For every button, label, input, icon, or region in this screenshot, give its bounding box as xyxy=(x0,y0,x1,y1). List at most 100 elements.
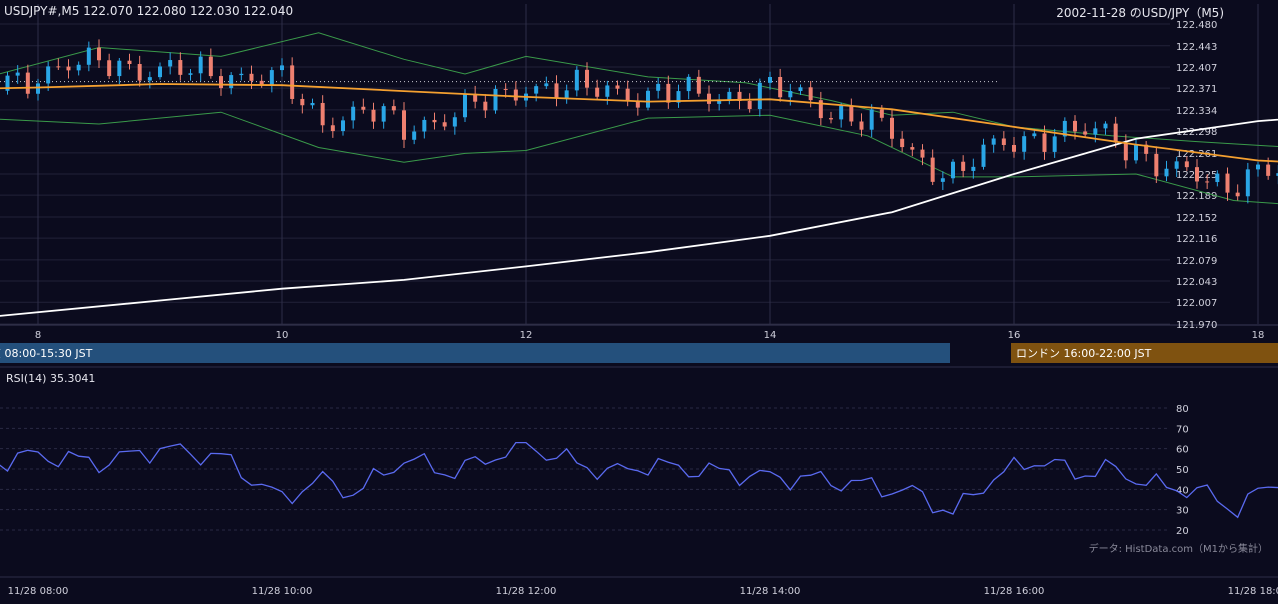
candle-body xyxy=(280,65,284,71)
candle-body xyxy=(829,118,833,120)
candle-body xyxy=(188,73,193,75)
candle-body xyxy=(1083,131,1088,135)
candle-body xyxy=(442,122,447,127)
price-tick-label: 122.079 xyxy=(1176,256,1217,267)
price-tick-label: 122.261 xyxy=(1176,149,1217,160)
candle-body xyxy=(1093,128,1098,135)
candle-body xyxy=(869,109,874,130)
candle-body xyxy=(1022,136,1027,152)
candle-body xyxy=(391,106,396,111)
candle-body xyxy=(269,70,274,85)
candle-body xyxy=(940,178,945,182)
candle-body xyxy=(981,144,986,167)
chart-title: 2002-11-28 のUSD/JPY（M5) xyxy=(1056,6,1224,20)
price-tick-label: 122.116 xyxy=(1176,234,1217,245)
candle-body xyxy=(76,64,81,71)
candle-body xyxy=(127,60,132,65)
price-tick-label: 121.970 xyxy=(1176,320,1217,331)
candle-body xyxy=(513,89,518,101)
candle-body xyxy=(991,138,996,145)
candle-body xyxy=(574,69,579,91)
candle-body xyxy=(615,85,620,89)
candle-body xyxy=(961,161,966,171)
time-tick-label: 11/28 12:00 xyxy=(496,586,557,597)
candle-body xyxy=(768,76,772,83)
candle-body xyxy=(635,100,640,108)
candle-body xyxy=(1134,144,1138,161)
symbol-line: USDJPY#,M5 122.070 122.080 122.030 122.0… xyxy=(4,4,294,18)
candle-body xyxy=(290,65,295,99)
candle-body xyxy=(86,47,91,65)
candle-body xyxy=(1276,173,1278,176)
candle-body xyxy=(778,76,783,98)
candle-body xyxy=(564,90,569,99)
sma200-line xyxy=(0,118,1278,317)
candle-body xyxy=(717,99,722,104)
candle-body xyxy=(544,83,549,87)
rsi-tick-label: 80 xyxy=(1176,404,1189,415)
candle-body xyxy=(910,147,915,150)
candle-body xyxy=(676,91,681,103)
candle-body xyxy=(1235,192,1240,197)
candle-body xyxy=(46,66,51,84)
hour-tick-label: 14 xyxy=(764,330,777,341)
candle-body xyxy=(656,83,661,91)
candle-body xyxy=(1001,138,1006,145)
candle-body xyxy=(361,106,366,110)
candle-body xyxy=(554,83,559,99)
candle-body xyxy=(920,149,925,158)
hour-tick-label: 18 xyxy=(1252,330,1265,341)
candle-body xyxy=(412,131,417,140)
candle-body xyxy=(1103,123,1108,129)
candle-body xyxy=(534,86,539,94)
candle-body xyxy=(890,117,894,139)
candle-body xyxy=(310,102,315,106)
rsi-tick-label: 70 xyxy=(1176,424,1189,435)
hour-tick-label: 10 xyxy=(276,330,289,341)
candle-body xyxy=(259,80,264,85)
price-tick-label: 122.480 xyxy=(1176,20,1217,31)
rsi-series xyxy=(0,441,1278,519)
time-tick-label: 11/28 10:00 xyxy=(252,586,313,597)
candle-body xyxy=(1123,142,1128,161)
candle-body xyxy=(605,85,610,97)
candle-body xyxy=(147,77,152,81)
rsi-grid: 80 70 60 50 40 30 20 xyxy=(0,366,1278,537)
candle-body xyxy=(320,102,325,126)
candle-body xyxy=(341,120,345,132)
time-axis: 11/28 08:00 11/28 10:00 11/28 12:00 11/28 1… xyxy=(0,576,1278,597)
candle-body xyxy=(381,106,386,122)
price-tick-label: 122.007 xyxy=(1176,298,1217,309)
candle-body xyxy=(1256,164,1260,170)
session-bar xyxy=(0,343,950,363)
session-bar xyxy=(1011,343,1278,363)
candle-body xyxy=(1032,133,1037,137)
candle-body xyxy=(107,60,112,77)
candle-body xyxy=(951,161,955,179)
candle-body xyxy=(473,93,478,102)
price-tick-label: 122.189 xyxy=(1176,191,1217,202)
candle-body xyxy=(849,105,854,122)
candle-body xyxy=(402,110,406,140)
candle-body xyxy=(1174,161,1179,169)
candle-body xyxy=(229,75,234,89)
candle-body xyxy=(25,72,30,94)
candle-body xyxy=(666,83,671,103)
price-tick-label: 122.334 xyxy=(1176,106,1217,117)
candle-body xyxy=(1073,120,1077,132)
candle-body xyxy=(1164,168,1169,177)
rsi-tick-label: 20 xyxy=(1176,526,1189,537)
session-label: 東京 08:00-15:30 JST xyxy=(0,346,93,360)
candle-body xyxy=(747,100,752,110)
candle-body xyxy=(452,117,457,127)
candle-body xyxy=(1154,153,1159,177)
moving-averages: <-<200,SMA,122.278<-<40,SMA,122.186 xyxy=(0,83,1278,317)
candle-body xyxy=(788,91,793,98)
candle-body xyxy=(178,60,183,75)
candle-body xyxy=(1195,167,1199,182)
rsi-title: RSI(14) 35.3041 xyxy=(6,372,96,385)
candles xyxy=(5,39,1278,204)
candle-body xyxy=(727,91,732,100)
candle-body xyxy=(371,109,376,122)
